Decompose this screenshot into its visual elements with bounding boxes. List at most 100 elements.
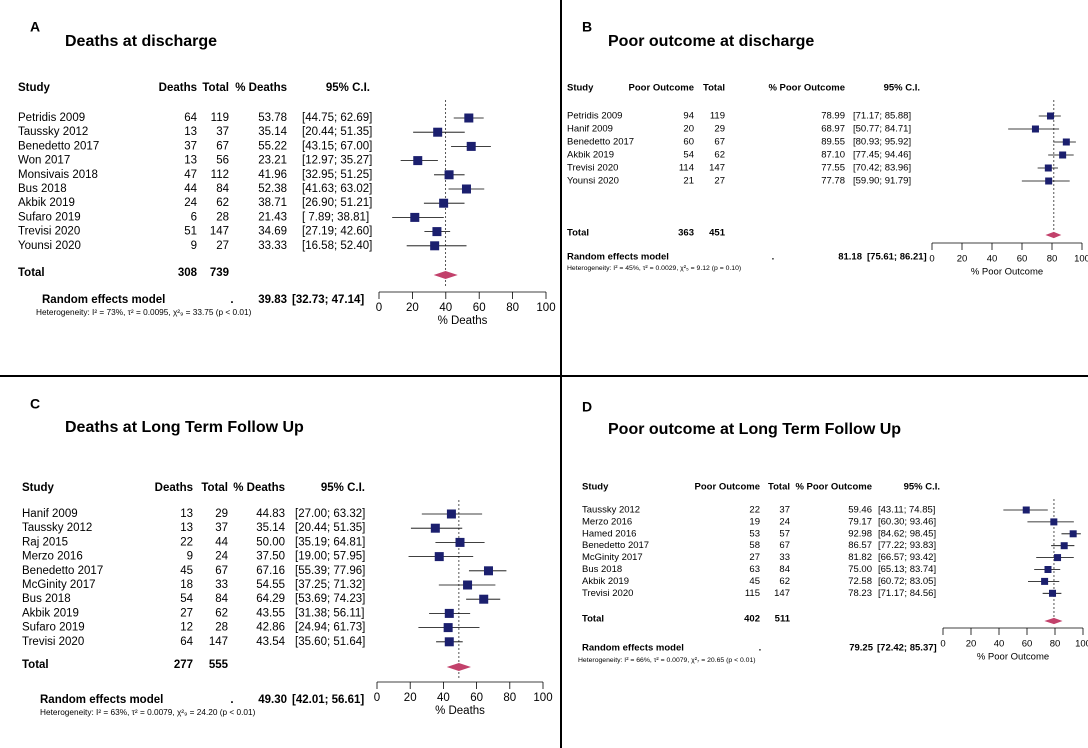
study-estimate bbox=[444, 637, 454, 647]
events: 20 bbox=[683, 124, 694, 135]
confidence-interval: [84.62; 98.45] bbox=[878, 528, 936, 539]
total: 84 bbox=[216, 183, 229, 195]
confidence-interval: [44.75; 62.69] bbox=[302, 112, 372, 124]
events: 44 bbox=[184, 183, 197, 195]
confidence-interval: [43.15; 67.00] bbox=[302, 140, 372, 152]
total: 67 bbox=[216, 140, 229, 152]
confidence-interval: [35.19; 64.81] bbox=[295, 536, 365, 548]
events: 64 bbox=[184, 112, 197, 124]
column-header: % Poor Outcome bbox=[795, 482, 872, 493]
study-name: Raj 2015 bbox=[22, 536, 68, 548]
percent: 92.98 bbox=[848, 528, 872, 539]
x-tick-label: 80 bbox=[506, 302, 519, 314]
percent: 50.00 bbox=[256, 536, 285, 548]
x-tick-label: 0 bbox=[940, 639, 945, 650]
total: 62 bbox=[779, 576, 790, 587]
total-n: 511 bbox=[775, 614, 791, 625]
events: 94 bbox=[683, 111, 694, 122]
study-name: Hanif 2009 bbox=[22, 508, 78, 520]
total: 112 bbox=[211, 169, 229, 181]
study-estimate bbox=[483, 566, 493, 576]
confidence-interval: [71.17; 84.56] bbox=[878, 588, 936, 599]
model-estimate: 49.30 bbox=[258, 694, 287, 706]
total: 29 bbox=[714, 124, 725, 135]
x-tick-label: 40 bbox=[994, 639, 1005, 650]
events: 51 bbox=[184, 226, 197, 238]
percent: 75.00 bbox=[848, 564, 872, 575]
column-header: % Deaths bbox=[233, 482, 285, 494]
column-header: Study bbox=[22, 482, 55, 494]
study-name: Benedetto 2017 bbox=[567, 137, 634, 148]
events: 24 bbox=[184, 197, 197, 209]
model-label: Random effects model bbox=[567, 252, 669, 263]
total: 37 bbox=[215, 522, 228, 534]
percent: 77.78 bbox=[821, 176, 845, 187]
confidence-interval: [41.63; 63.02] bbox=[302, 183, 372, 195]
total: 24 bbox=[779, 516, 790, 527]
total: 147 bbox=[709, 163, 725, 174]
x-tick-label: 20 bbox=[966, 639, 977, 650]
events: 22 bbox=[749, 505, 760, 516]
percent: 35.14 bbox=[256, 522, 285, 534]
column-header: Total bbox=[768, 482, 790, 493]
model-ci: [32.73; 47.14] bbox=[292, 294, 364, 306]
percent: 54.55 bbox=[256, 579, 285, 591]
total-n: 451 bbox=[709, 228, 726, 239]
x-tick-label: 40 bbox=[437, 692, 450, 704]
total-label: Total bbox=[582, 614, 604, 625]
events: 114 bbox=[679, 163, 694, 174]
study-name: Won 2017 bbox=[18, 155, 70, 167]
study-estimate bbox=[434, 552, 444, 562]
study-estimate bbox=[455, 537, 465, 547]
heterogeneity: Heterogeneity: I² = 73%, τ² = 0.0095, χ²… bbox=[36, 308, 252, 317]
percent: 53.78 bbox=[258, 112, 287, 124]
total: 37 bbox=[216, 126, 229, 138]
model-diamond bbox=[433, 270, 458, 280]
total: 28 bbox=[216, 211, 229, 223]
events: 45 bbox=[749, 576, 760, 587]
study-estimate bbox=[410, 212, 420, 222]
total: 147 bbox=[209, 636, 228, 648]
study-name: Taussky 2012 bbox=[582, 505, 640, 516]
confidence-interval: [71.17; 85.88] bbox=[853, 111, 911, 122]
model-label: Random effects model bbox=[582, 643, 684, 654]
study-name: Petridis 2009 bbox=[18, 112, 85, 124]
x-axis-label: % Poor Outcome bbox=[971, 267, 1043, 278]
total-events: 363 bbox=[678, 228, 694, 239]
percent: 33.33 bbox=[258, 240, 287, 252]
total: 27 bbox=[216, 240, 229, 252]
model-estimate: 79.25 bbox=[849, 643, 873, 654]
events: 63 bbox=[749, 564, 760, 575]
model-label: Random effects model bbox=[40, 694, 163, 706]
study-name: Trevisi 2020 bbox=[567, 163, 618, 174]
study-name: Benedetto 2017 bbox=[22, 565, 103, 577]
panel-letter: A bbox=[30, 19, 40, 35]
confidence-interval: [70.42; 83.96] bbox=[853, 163, 911, 174]
study-estimate bbox=[479, 594, 489, 604]
study-estimate bbox=[1046, 112, 1054, 120]
events: 9 bbox=[191, 240, 197, 252]
study-estimate bbox=[466, 141, 476, 151]
column-header: Poor Outcome bbox=[695, 482, 760, 493]
total-label: Total bbox=[18, 267, 45, 279]
percent: 86.57 bbox=[848, 540, 872, 551]
study-name: Merzo 2016 bbox=[582, 516, 632, 527]
study-estimate bbox=[1044, 164, 1052, 172]
percent: 81.82 bbox=[848, 552, 872, 563]
x-tick-label: 100 bbox=[1075, 639, 1088, 650]
study-name: Benedetto 2017 bbox=[582, 540, 649, 551]
percent: 42.86 bbox=[256, 622, 285, 634]
confidence-interval: [20.44; 51.35] bbox=[302, 126, 372, 138]
percent: 72.58 bbox=[848, 576, 872, 587]
study-name: Monsivais 2018 bbox=[18, 169, 98, 181]
total: 28 bbox=[215, 622, 228, 634]
model-estimate: 81.18 bbox=[838, 252, 862, 263]
study-name: Sufaro 2019 bbox=[22, 622, 85, 634]
confidence-interval: [50.77; 84.71] bbox=[853, 124, 911, 135]
column-header: Study bbox=[18, 82, 51, 94]
percent: 44.83 bbox=[256, 508, 285, 520]
study-name: Trevisi 2020 bbox=[18, 226, 80, 238]
confidence-interval: [26.90; 51.21] bbox=[302, 197, 372, 209]
total-events: 277 bbox=[174, 659, 193, 671]
